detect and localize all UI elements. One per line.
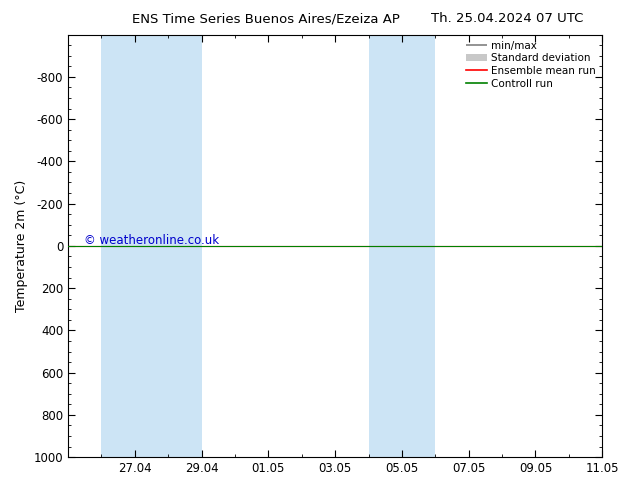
Text: © weatheronline.co.uk: © weatheronline.co.uk	[84, 234, 219, 247]
Bar	[101, 35, 202, 457]
Legend: min/max, Standard deviation, Ensemble mean run, Controll run: min/max, Standard deviation, Ensemble me…	[462, 37, 600, 93]
Text: Th. 25.04.2024 07 UTC: Th. 25.04.2024 07 UTC	[431, 12, 583, 25]
Bar	[368, 35, 436, 457]
Text: ENS Time Series Buenos Aires/Ezeiza AP: ENS Time Series Buenos Aires/Ezeiza AP	[133, 12, 400, 25]
Y-axis label: Temperature 2m (°C): Temperature 2m (°C)	[15, 180, 28, 312]
